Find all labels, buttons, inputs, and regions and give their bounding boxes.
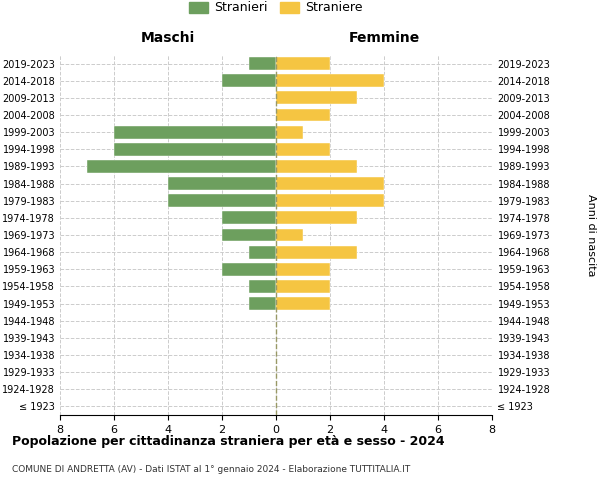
Bar (222, 228, 276, 241)
Bar (276, 108, 330, 122)
Bar (114, 126, 276, 138)
Bar (168, 177, 276, 190)
Text: Femmine: Femmine (349, 30, 419, 44)
Bar (276, 143, 330, 156)
Bar (276, 246, 357, 258)
Bar (249, 246, 276, 258)
Bar (222, 74, 276, 87)
Bar (114, 143, 276, 156)
Bar (276, 160, 357, 173)
Bar (222, 212, 276, 224)
Bar (276, 74, 384, 87)
Bar (276, 263, 330, 276)
Bar (276, 280, 330, 293)
Bar (87, 160, 276, 173)
Text: Maschi: Maschi (141, 30, 195, 44)
Legend: Stranieri, Straniere: Stranieri, Straniere (184, 0, 368, 20)
Text: COMUNE DI ANDRETTA (AV) - Dati ISTAT al 1° gennaio 2024 - Elaborazione TUTTITALI: COMUNE DI ANDRETTA (AV) - Dati ISTAT al … (12, 465, 410, 474)
Bar (276, 212, 357, 224)
Bar (276, 297, 330, 310)
Bar (276, 177, 384, 190)
Bar (249, 280, 276, 293)
Bar (276, 194, 384, 207)
Bar (276, 228, 303, 241)
Bar (276, 126, 303, 138)
Bar (222, 263, 276, 276)
Bar (276, 57, 330, 70)
Text: Popolazione per cittadinanza straniera per età e sesso - 2024: Popolazione per cittadinanza straniera p… (12, 435, 445, 448)
Bar (168, 194, 276, 207)
Bar (249, 297, 276, 310)
Bar (276, 92, 357, 104)
Bar (249, 57, 276, 70)
Text: Anni di nascita: Anni di nascita (586, 194, 596, 276)
